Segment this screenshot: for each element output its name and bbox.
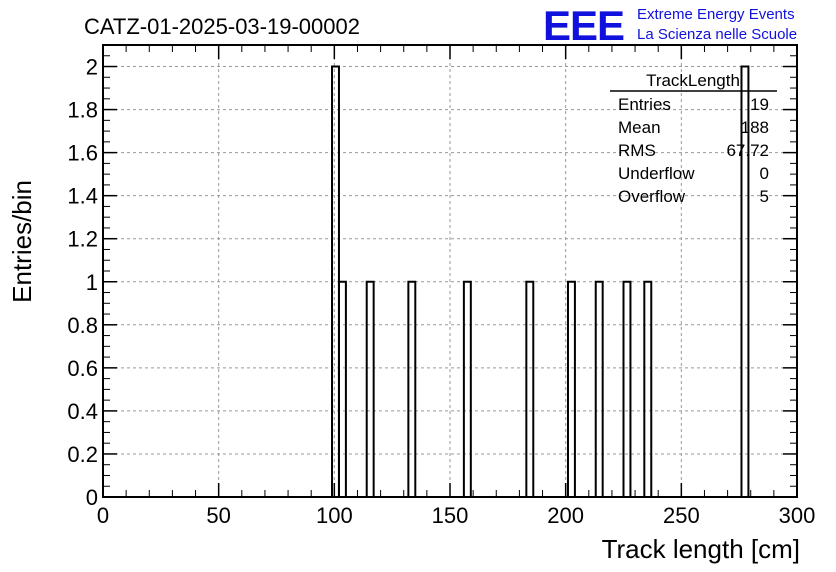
stats-value: 67.72 xyxy=(726,141,769,160)
x-axis-label: Track length [cm] xyxy=(602,534,800,564)
x-tick-label: 150 xyxy=(432,503,469,528)
histogram-bin xyxy=(643,280,653,497)
y-axis-label: Entries/bin xyxy=(7,180,37,303)
logo-line-1: Extreme Energy Events xyxy=(637,6,795,23)
histogram-bars xyxy=(331,65,750,497)
stats-label: RMS xyxy=(618,141,656,160)
y-tick-label: 1.6 xyxy=(67,141,98,166)
stats-value: 5 xyxy=(760,187,769,206)
stats-label: Entries xyxy=(618,95,671,114)
grid-lines xyxy=(103,45,797,497)
chart-title: CATZ-01-2025-03-19-00002 xyxy=(84,14,360,39)
stats-value: 19 xyxy=(750,95,769,114)
histogram-bin xyxy=(462,280,472,497)
y-tick-label: 0.6 xyxy=(67,356,98,381)
x-tick-label: 200 xyxy=(547,503,584,528)
x-tick-label: 100 xyxy=(316,503,353,528)
stats-value: 0 xyxy=(760,164,769,183)
histogram-bin xyxy=(525,280,535,497)
x-tick-label: 300 xyxy=(779,503,816,528)
stats-value: 188 xyxy=(741,118,769,137)
y-tick-label: 0.2 xyxy=(67,442,98,467)
y-tick-label: 2 xyxy=(86,55,98,80)
y-tick-label: 0.4 xyxy=(67,399,98,424)
y-tick-label: 1 xyxy=(86,270,98,295)
stats-label: Underflow xyxy=(618,164,695,183)
x-tick-label: 0 xyxy=(97,503,109,528)
stats-box: TrackLength Entries 19 Mean 188 RMS 67.72 Unde… xyxy=(610,71,777,206)
eee-logo: EEE xyxy=(543,2,624,49)
logo-line-2: La Scienza nelle Scuole xyxy=(637,26,797,43)
y-tick-label: 0.8 xyxy=(67,313,98,338)
x-tick-labels: 0 50 100 150 200 250 300 xyxy=(97,503,815,528)
x-tick-label: 50 xyxy=(206,503,230,528)
y-tick-label: 0 xyxy=(86,485,98,510)
axis-ticks xyxy=(102,44,798,498)
histogram-bin xyxy=(407,280,417,497)
histogram-bin xyxy=(622,280,632,497)
histogram-bin xyxy=(740,65,750,497)
histogram-bin xyxy=(566,280,576,497)
y-tick-label: 1.8 xyxy=(67,98,98,123)
y-tick-labels: 0 0.2 0.4 0.6 0.8 1 1.2 1.4 1.6 1.8 2 xyxy=(67,55,98,510)
stats-title: TrackLength xyxy=(646,71,740,90)
histogram-bin xyxy=(337,280,347,497)
histogram-bin xyxy=(594,280,604,497)
x-tick-label: 250 xyxy=(663,503,700,528)
y-tick-label: 1.2 xyxy=(67,227,98,252)
histogram-bin xyxy=(365,280,375,497)
stats-label: Mean xyxy=(618,118,661,137)
stats-label: Overflow xyxy=(618,187,686,206)
y-tick-label: 1.4 xyxy=(67,184,98,209)
